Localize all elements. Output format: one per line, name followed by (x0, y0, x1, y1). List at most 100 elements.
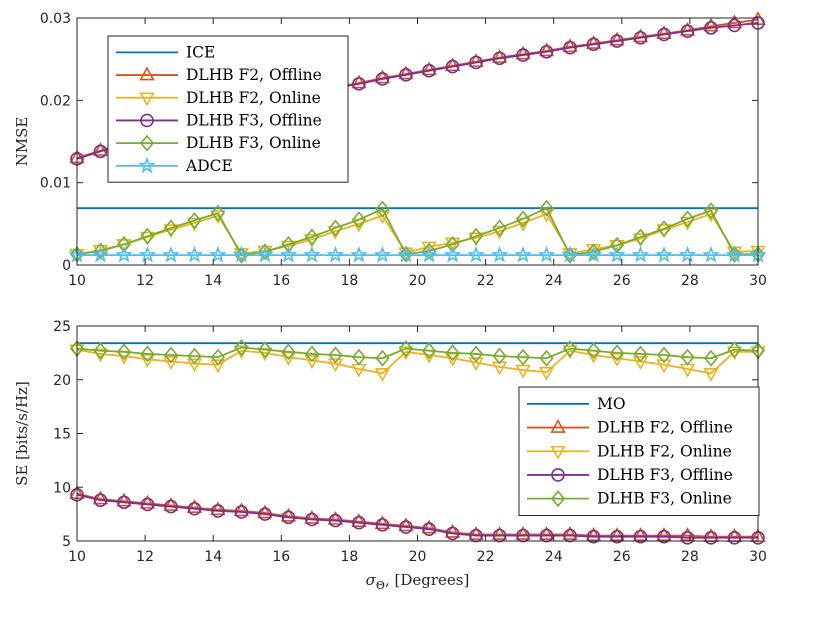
data-point-dlhb-f3-online-4 (163, 219, 179, 237)
x-tick-label: 18 (340, 549, 358, 565)
data-point-dlhb-f3-online-19 (516, 210, 531, 228)
data-point-dlhb-f3-offline-26 (680, 24, 695, 38)
data-point-dlhb-f3-offline-28 (727, 530, 742, 545)
data-point-dlhb-f2-offline-5 (186, 499, 203, 513)
data-point-dlhb-f2-offline-9 (280, 507, 297, 522)
legend-marker-dlhb-f3-offline (140, 113, 154, 128)
x-tick-label: 16 (272, 549, 290, 565)
data-point-adce-23 (608, 245, 626, 263)
legend-label-dlhb-f2-online: DLHB F2, Online (186, 89, 321, 107)
data-point-dlhb-f3-offline-5 (187, 501, 202, 516)
x-tick-label: 22 (477, 273, 495, 289)
x-tick-label: 10 (68, 273, 86, 289)
data-point-dlhb-f3-online-12 (351, 211, 366, 229)
x-tick-label: 24 (545, 549, 563, 565)
x-tick-label: 20 (409, 273, 427, 289)
data-point-dlhb-f3-online-23 (609, 236, 625, 254)
data-point-dlhb-f3-online-20 (539, 349, 554, 367)
data-point-dlhb-f2-offline-3 (139, 494, 156, 509)
data-point-dlhb-f3-offline-7 (234, 505, 249, 519)
legend-marker-dlhb-f2-online (139, 92, 155, 107)
data-point-dlhb-f2-online-10 (304, 355, 320, 369)
data-point-dlhb-f3-online-5 (187, 347, 202, 365)
data-point-dlhb-f2-offline-22 (585, 527, 602, 541)
data-point-adce-8 (256, 245, 274, 263)
data-point-dlhb-f3-offline-18 (492, 528, 507, 543)
data-point-dlhb-f3-offline-14 (399, 68, 413, 82)
data-point-adce-26 (678, 245, 697, 263)
data-point-dlhb-f3-offline-10 (305, 512, 319, 527)
y-tick-label: 0 (62, 258, 71, 274)
data-point-adce-4 (162, 245, 180, 263)
data-point-dlhb-f2-offline-4 (163, 496, 179, 511)
data-point-dlhb-f2-offline-26 (679, 21, 696, 36)
data-point-dlhb-f3-offline-24 (633, 30, 648, 45)
data-point-adce-24 (631, 245, 650, 263)
x-tick-label: 26 (613, 549, 631, 565)
legend-marker-dlhb-f3-offline (551, 468, 565, 482)
data-point-dlhb-f3-online-19 (516, 348, 531, 366)
data-point-dlhb-f3-offline-19 (516, 48, 530, 62)
data-point-dlhb-f3-online-25 (656, 220, 672, 238)
data-point-dlhb-f2-offline-26 (679, 527, 696, 541)
data-point-dlhb-f2-offline-24 (632, 527, 649, 541)
data-point-dlhb-f2-offline-14 (398, 517, 414, 532)
data-point-dlhb-f2-offline-13 (374, 515, 391, 530)
data-point-adce-27 (702, 245, 720, 263)
data-point-dlhb-f3-online-27 (703, 349, 719, 367)
y-axis-label: SE [bits/s/Hz] (13, 381, 31, 486)
data-point-dlhb-f3-online-20 (539, 199, 554, 217)
x-tick-label: 18 (340, 273, 358, 289)
x-tick-label: 30 (749, 549, 767, 565)
data-point-dlhb-f3-offline-11 (328, 513, 343, 528)
data-point-dlhb-f3-online-26 (680, 210, 695, 228)
data-point-adce-20 (537, 245, 556, 263)
data-point-adce-1 (91, 245, 110, 263)
legend-box (107, 35, 349, 183)
data-point-dlhb-f3-offline-8 (258, 507, 272, 521)
data-point-dlhb-f2-offline-10 (304, 509, 320, 524)
data-point-dlhb-f2-offline-13 (374, 69, 391, 84)
legend-label-mo: MO (597, 395, 626, 413)
x-tick-label: 14 (204, 273, 222, 289)
data-point-dlhb-f3-online-13 (375, 349, 390, 367)
data-point-dlhb-f3-online-9 (281, 235, 296, 253)
data-point-adce-2 (115, 245, 133, 263)
data-point-dlhb-f3-online-12 (351, 348, 366, 366)
data-point-dlhb-f2-online-27 (703, 367, 719, 382)
data-point-dlhb-f3-offline-22 (586, 37, 601, 52)
data-point-dlhb-f3-offline-17 (469, 55, 483, 70)
data-point-dlhb-f3-online-11 (328, 346, 343, 364)
data-point-dlhb-f3-online-3 (140, 227, 155, 245)
series-line-dlhb-f3-online (76, 346, 759, 360)
x-axis-label-theta: Θ (376, 579, 385, 592)
legend-marker-dlhb-f2-offline (550, 418, 566, 433)
data-point-dlhb-f3-online-17 (469, 227, 484, 245)
data-point-dlhb-f2-offline-17 (468, 53, 484, 67)
data-point-dlhb-f3-online-27 (703, 202, 719, 220)
data-point-dlhb-f2-online-11 (327, 358, 344, 373)
data-point-adce-6 (209, 245, 227, 263)
data-point-dlhb-f3-offline-23 (610, 34, 624, 48)
data-point-dlhb-f3-offline-17 (469, 528, 483, 543)
data-point-dlhb-f3-offline-4 (164, 499, 178, 514)
data-point-dlhb-f2-offline-25 (656, 527, 672, 541)
x-tick-label: 28 (681, 549, 699, 565)
x-axis-label-sigma: σ (366, 571, 377, 589)
data-point-dlhb-f2-offline-23 (609, 31, 625, 46)
data-point-dlhb-f3-offline-20 (539, 528, 554, 543)
data-point-adce-19 (514, 245, 532, 263)
data-point-dlhb-f2-offline-27 (703, 17, 719, 32)
legend-marker-dlhb-f2-offline (139, 66, 155, 81)
data-point-dlhb-f3-online-22 (586, 342, 601, 360)
data-point-adce-10 (303, 245, 321, 263)
data-point-dlhb-f2-offline-28 (726, 14, 743, 29)
data-point-dlhb-f3-online-2 (116, 343, 132, 361)
x-tick-label: 12 (136, 273, 154, 289)
data-point-dlhb-f3-offline-9 (281, 510, 296, 525)
data-point-dlhb-f3-online-21 (563, 340, 578, 358)
legend-marker-dlhb-f3-online (139, 134, 155, 152)
data-point-dlhb-f3-online-24 (633, 345, 648, 363)
data-point-dlhb-f3-offline-21 (563, 40, 577, 55)
data-point-dlhb-f3-offline-3 (140, 497, 155, 512)
